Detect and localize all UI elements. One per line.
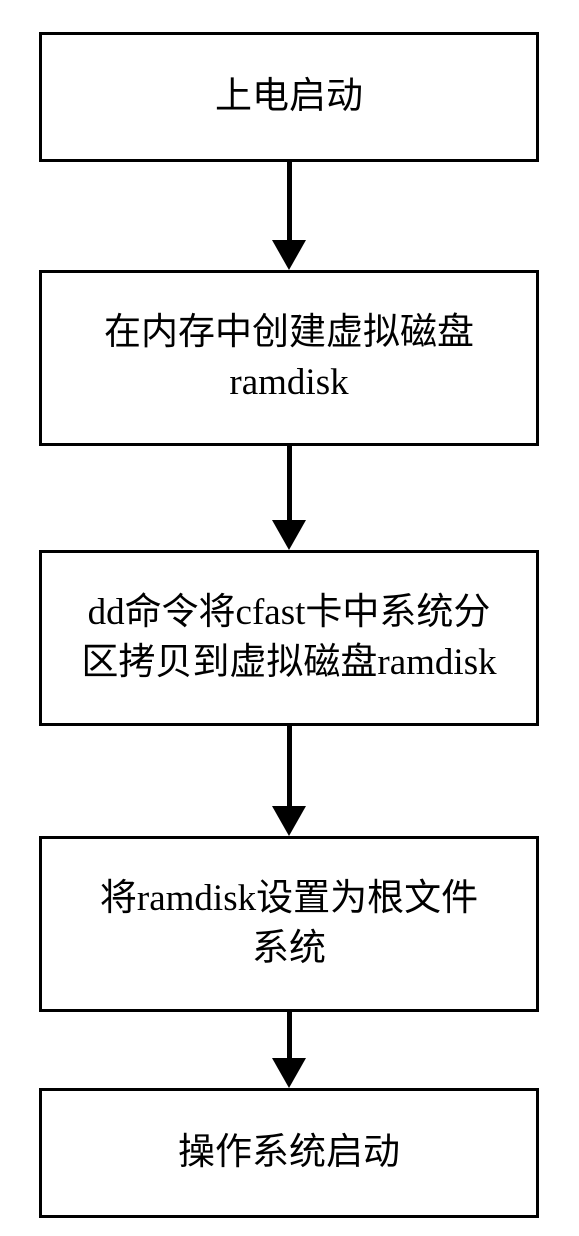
flowchart-arrow-head (272, 240, 306, 270)
flowchart-node: 将ramdisk设置为根文件系统 (39, 836, 539, 1012)
flowchart-node-label: 在内存中创建虚拟磁盘ramdisk (104, 308, 474, 408)
flowchart-arrow-shaft (287, 726, 292, 806)
flowchart-canvas: 上电启动 在内存中创建虚拟磁盘ramdisk dd命令将cfast卡中系统分区拷… (0, 0, 579, 1236)
flowchart-node: 上电启动 (39, 32, 539, 162)
flowchart-node-label: 将ramdisk设置为根文件系统 (100, 874, 478, 974)
flowchart-arrow-head (272, 806, 306, 836)
flowchart-arrow-shaft (287, 1012, 292, 1058)
flowchart-node-label: dd命令将cfast卡中系统分区拷贝到虚拟磁盘ramdisk (81, 588, 496, 688)
flowchart-node: 在内存中创建虚拟磁盘ramdisk (39, 270, 539, 446)
flowchart-node-label: 操作系统启动 (178, 1128, 400, 1178)
flowchart-node: 操作系统启动 (39, 1088, 539, 1218)
flowchart-node-label: 上电启动 (215, 72, 363, 122)
flowchart-node: dd命令将cfast卡中系统分区拷贝到虚拟磁盘ramdisk (39, 550, 539, 726)
flowchart-arrow-head (272, 1058, 306, 1088)
flowchart-arrow-shaft (287, 162, 292, 240)
flowchart-arrow-shaft (287, 446, 292, 520)
flowchart-arrow-head (272, 520, 306, 550)
